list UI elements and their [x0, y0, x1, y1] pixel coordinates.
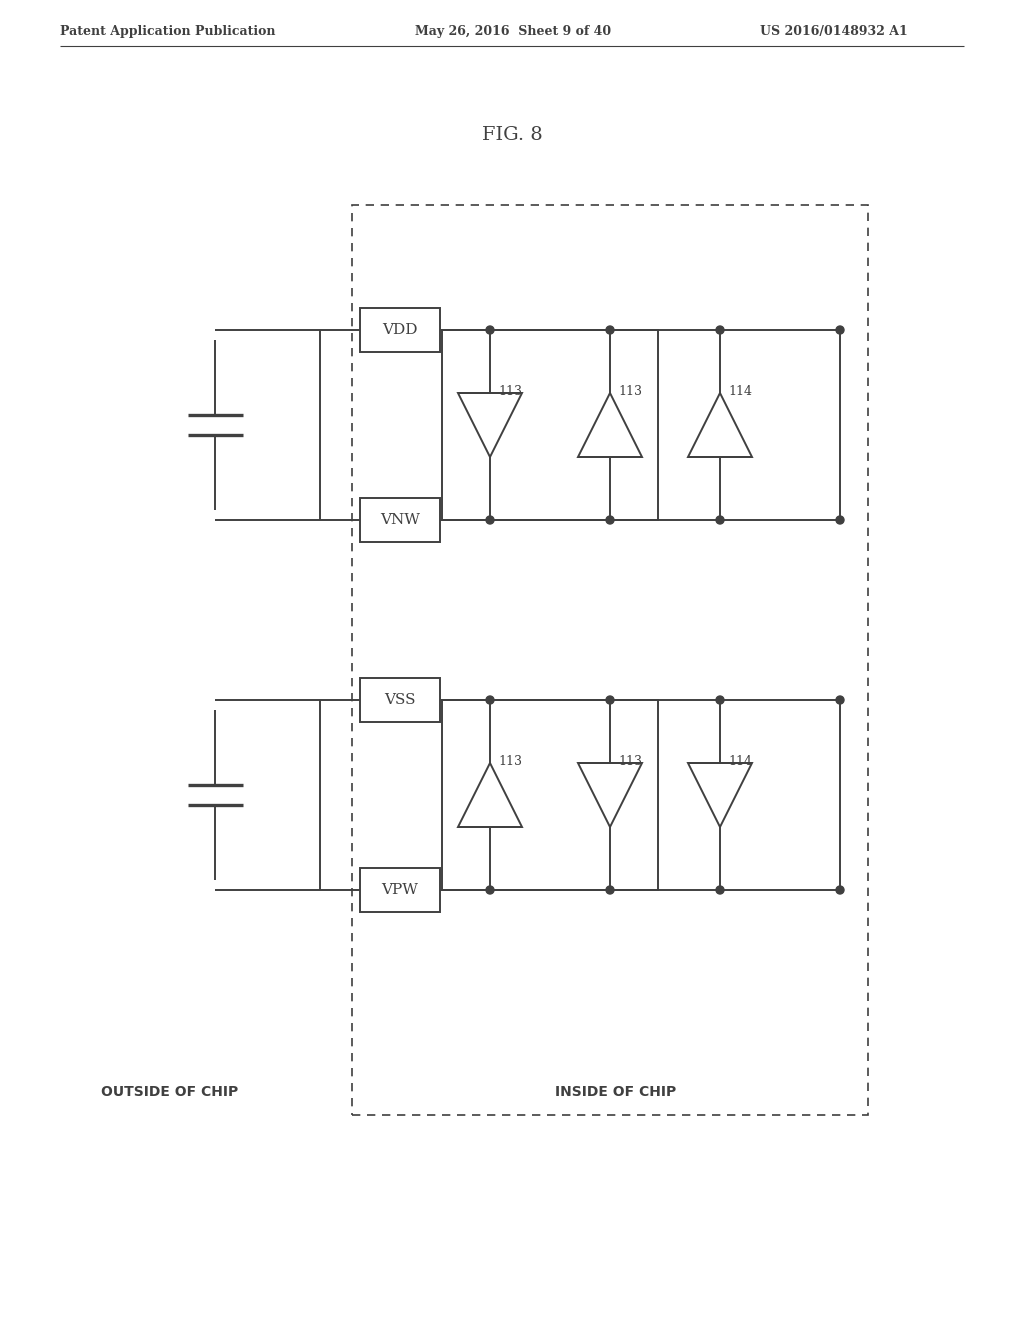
- Circle shape: [486, 326, 494, 334]
- Text: 113: 113: [618, 755, 642, 768]
- Circle shape: [606, 516, 614, 524]
- Text: VDD: VDD: [382, 323, 418, 337]
- Text: 113: 113: [618, 385, 642, 399]
- Text: OUTSIDE OF CHIP: OUTSIDE OF CHIP: [101, 1085, 239, 1100]
- Text: VPW: VPW: [382, 883, 419, 898]
- Text: 113: 113: [498, 755, 522, 768]
- Text: 114: 114: [728, 385, 752, 399]
- Bar: [442, 700, 658, 890]
- Circle shape: [606, 886, 614, 894]
- Circle shape: [606, 696, 614, 704]
- Bar: [360, 308, 440, 352]
- Bar: [360, 498, 440, 543]
- Bar: [360, 869, 440, 912]
- Circle shape: [716, 886, 724, 894]
- Text: VSS: VSS: [384, 693, 416, 708]
- Circle shape: [836, 326, 844, 334]
- Circle shape: [486, 516, 494, 524]
- Text: US 2016/0148932 A1: US 2016/0148932 A1: [760, 25, 907, 38]
- Text: 113: 113: [498, 385, 522, 399]
- Bar: [360, 678, 440, 722]
- Circle shape: [836, 516, 844, 524]
- Circle shape: [716, 696, 724, 704]
- Circle shape: [836, 886, 844, 894]
- Circle shape: [716, 326, 724, 334]
- Circle shape: [716, 516, 724, 524]
- Circle shape: [836, 696, 844, 704]
- Text: FIG. 8: FIG. 8: [481, 125, 543, 144]
- Circle shape: [486, 696, 494, 704]
- Circle shape: [606, 326, 614, 334]
- Text: 114: 114: [728, 755, 752, 768]
- Bar: [442, 330, 658, 520]
- Circle shape: [486, 886, 494, 894]
- Text: INSIDE OF CHIP: INSIDE OF CHIP: [555, 1085, 676, 1100]
- Text: Patent Application Publication: Patent Application Publication: [60, 25, 275, 38]
- Text: May 26, 2016  Sheet 9 of 40: May 26, 2016 Sheet 9 of 40: [415, 25, 611, 38]
- Bar: [352, 205, 868, 1115]
- Text: VNW: VNW: [380, 513, 420, 527]
